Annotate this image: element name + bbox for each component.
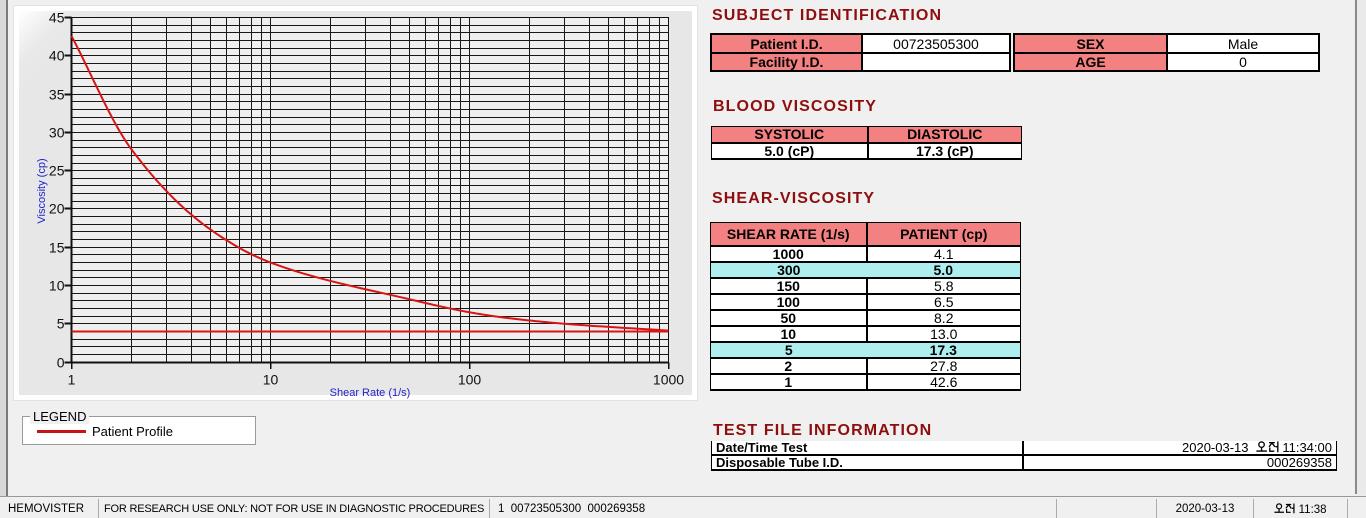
svg-text:20: 20 [49, 201, 65, 217]
svg-text:Shear Rate (1/s): Shear Rate (1/s) [330, 387, 411, 399]
svg-text:45: 45 [49, 10, 65, 26]
svg-text:1000: 1000 [653, 372, 684, 388]
svg-text:1: 1 [68, 372, 76, 388]
svg-text:15: 15 [49, 240, 65, 256]
svg-text:100: 100 [458, 372, 482, 388]
svg-text:35: 35 [49, 87, 65, 103]
svg-text:0: 0 [57, 355, 65, 371]
svg-text:30: 30 [49, 125, 65, 141]
svg-text:10: 10 [49, 278, 65, 294]
svg-text:10: 10 [263, 372, 279, 388]
svg-text:Viscosity (cp): Viscosity (cp) [36, 158, 48, 223]
svg-text:5: 5 [57, 316, 65, 332]
svg-text:40: 40 [49, 48, 65, 64]
svg-text:25: 25 [49, 163, 65, 179]
